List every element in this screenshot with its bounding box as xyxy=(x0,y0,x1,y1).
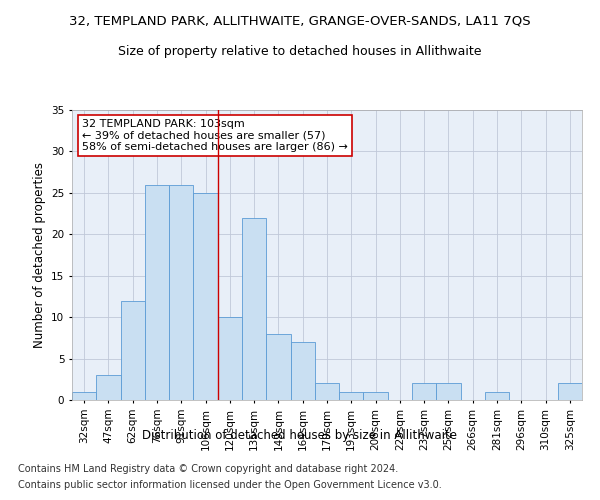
Bar xyxy=(266,334,290,400)
Bar xyxy=(290,342,315,400)
Bar xyxy=(436,384,461,400)
Text: Contains public sector information licensed under the Open Government Licence v3: Contains public sector information licen… xyxy=(18,480,442,490)
Bar xyxy=(121,300,145,400)
Bar xyxy=(193,193,218,400)
Bar xyxy=(218,317,242,400)
Bar xyxy=(242,218,266,400)
Bar xyxy=(339,392,364,400)
Bar xyxy=(485,392,509,400)
Y-axis label: Number of detached properties: Number of detached properties xyxy=(32,162,46,348)
Text: Distribution of detached houses by size in Allithwaite: Distribution of detached houses by size … xyxy=(143,428,458,442)
Text: 32, TEMPLAND PARK, ALLITHWAITE, GRANGE-OVER-SANDS, LA11 7QS: 32, TEMPLAND PARK, ALLITHWAITE, GRANGE-O… xyxy=(69,15,531,28)
Bar xyxy=(364,392,388,400)
Bar xyxy=(315,384,339,400)
Bar xyxy=(558,384,582,400)
Bar xyxy=(412,384,436,400)
Bar xyxy=(96,375,121,400)
Text: Contains HM Land Registry data © Crown copyright and database right 2024.: Contains HM Land Registry data © Crown c… xyxy=(18,464,398,474)
Text: Size of property relative to detached houses in Allithwaite: Size of property relative to detached ho… xyxy=(118,45,482,58)
Bar xyxy=(169,184,193,400)
Text: 32 TEMPLAND PARK: 103sqm
← 39% of detached houses are smaller (57)
58% of semi-d: 32 TEMPLAND PARK: 103sqm ← 39% of detach… xyxy=(82,118,348,152)
Bar xyxy=(72,392,96,400)
Bar xyxy=(145,184,169,400)
